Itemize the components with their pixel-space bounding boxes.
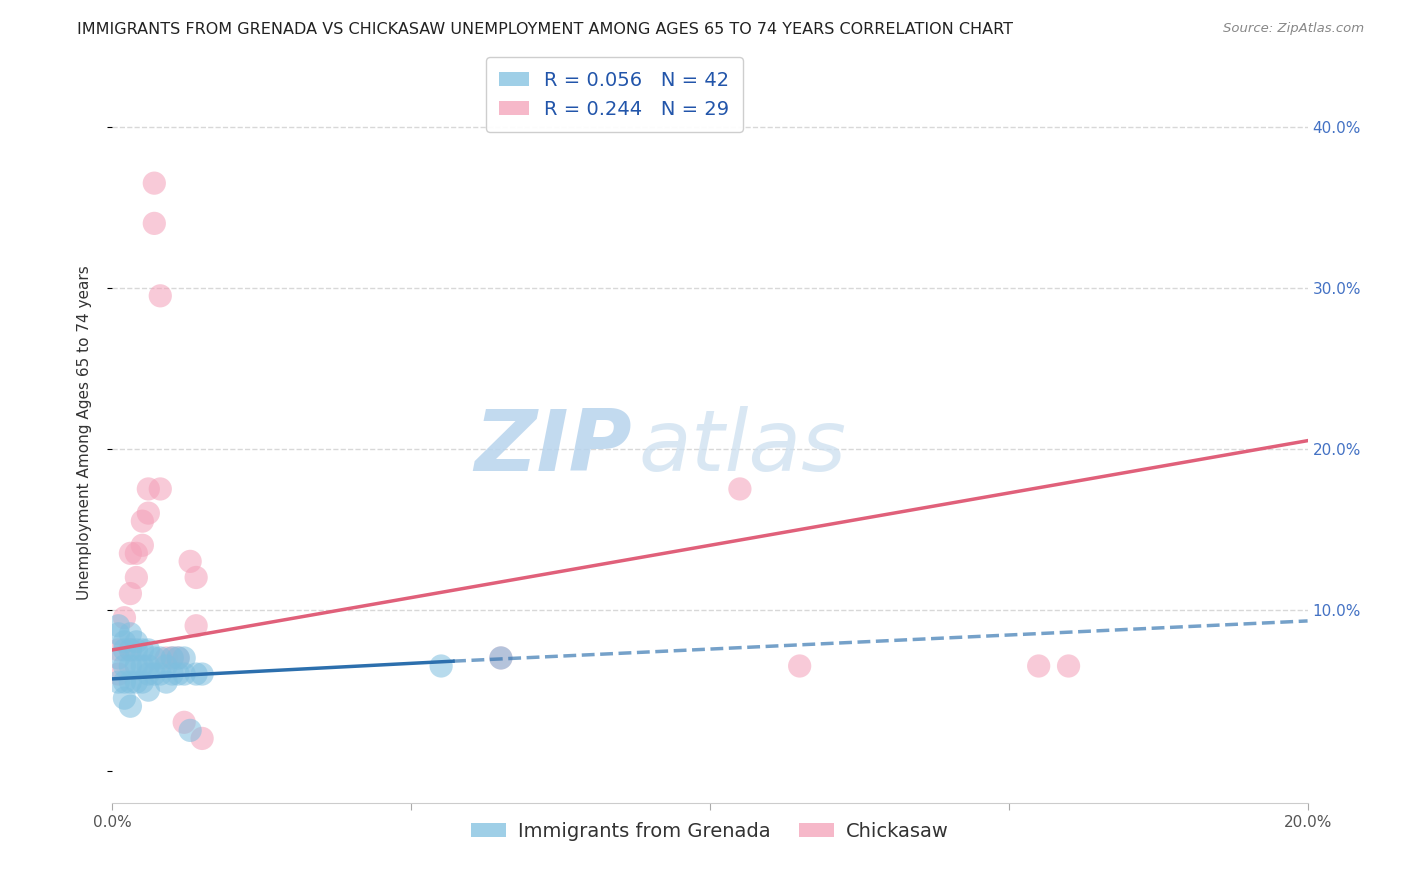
Point	[143, 667, 166, 681]
Point	[186, 619, 208, 633]
Point	[186, 667, 208, 681]
Point	[1057, 659, 1080, 673]
Point	[489, 651, 512, 665]
Text: ZIP: ZIP	[475, 406, 633, 489]
Point	[179, 554, 201, 568]
Point	[125, 570, 148, 584]
Point	[131, 675, 153, 690]
Point	[131, 538, 153, 552]
Point	[120, 659, 142, 673]
Point	[186, 570, 208, 584]
Point	[120, 546, 142, 560]
Point	[167, 651, 190, 665]
Legend: Immigrants from Grenada, Chickasaw: Immigrants from Grenada, Chickasaw	[463, 814, 957, 848]
Y-axis label: Unemployment Among Ages 65 to 74 years: Unemployment Among Ages 65 to 74 years	[77, 265, 91, 600]
Point	[162, 651, 183, 665]
Point	[120, 586, 142, 600]
Point	[191, 731, 214, 746]
Point	[143, 216, 166, 230]
Point	[173, 651, 195, 665]
Point	[138, 683, 160, 698]
Point	[114, 675, 135, 690]
Point	[489, 651, 512, 665]
Point	[125, 546, 148, 560]
Point	[120, 643, 142, 657]
Point	[131, 643, 153, 657]
Point	[191, 667, 214, 681]
Point	[155, 659, 177, 673]
Point	[107, 675, 129, 690]
Text: Source: ZipAtlas.com: Source: ZipAtlas.com	[1223, 22, 1364, 36]
Point	[173, 715, 195, 730]
Point	[125, 635, 148, 649]
Point	[155, 651, 177, 665]
Point	[131, 514, 153, 528]
Point	[143, 651, 166, 665]
Point	[138, 643, 160, 657]
Point	[138, 667, 160, 681]
Point	[162, 651, 183, 665]
Point	[120, 699, 142, 714]
Point	[114, 635, 135, 649]
Point	[125, 659, 148, 673]
Point	[125, 643, 148, 657]
Point	[125, 675, 148, 690]
Point	[149, 482, 172, 496]
Point	[173, 667, 195, 681]
Point	[138, 659, 160, 673]
Point	[114, 610, 135, 624]
Point	[430, 659, 453, 673]
Point	[107, 651, 129, 665]
Point	[1028, 659, 1050, 673]
Point	[107, 643, 129, 657]
Point	[149, 289, 172, 303]
Point	[728, 482, 751, 496]
Text: atlas: atlas	[638, 406, 846, 489]
Point	[107, 619, 129, 633]
Point	[120, 643, 142, 657]
Point	[107, 667, 129, 681]
Point	[167, 667, 190, 681]
Point	[167, 651, 190, 665]
Point	[149, 667, 172, 681]
Point	[138, 506, 160, 520]
Point	[114, 691, 135, 706]
Point	[138, 482, 160, 496]
Point	[107, 627, 129, 641]
Point	[143, 176, 166, 190]
Point	[179, 723, 201, 738]
Point	[131, 659, 153, 673]
Point	[114, 643, 135, 657]
Point	[120, 675, 142, 690]
Text: IMMIGRANTS FROM GRENADA VS CHICKASAW UNEMPLOYMENT AMONG AGES 65 TO 74 YEARS CORR: IMMIGRANTS FROM GRENADA VS CHICKASAW UNE…	[77, 22, 1014, 37]
Point	[114, 659, 135, 673]
Point	[120, 627, 142, 641]
Point	[162, 667, 183, 681]
Point	[155, 675, 177, 690]
Point	[149, 651, 172, 665]
Point	[789, 659, 811, 673]
